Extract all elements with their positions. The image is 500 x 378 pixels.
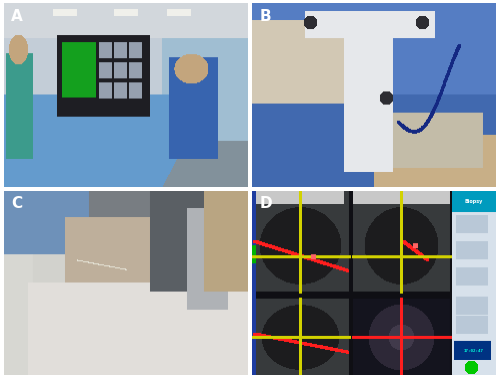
Text: C: C [12, 196, 22, 211]
Text: B: B [260, 9, 271, 23]
Text: A: A [12, 9, 23, 23]
Text: 17:02:47: 17:02:47 [464, 349, 484, 353]
Text: Biopsy: Biopsy [465, 199, 483, 204]
Text: D: D [260, 196, 272, 211]
